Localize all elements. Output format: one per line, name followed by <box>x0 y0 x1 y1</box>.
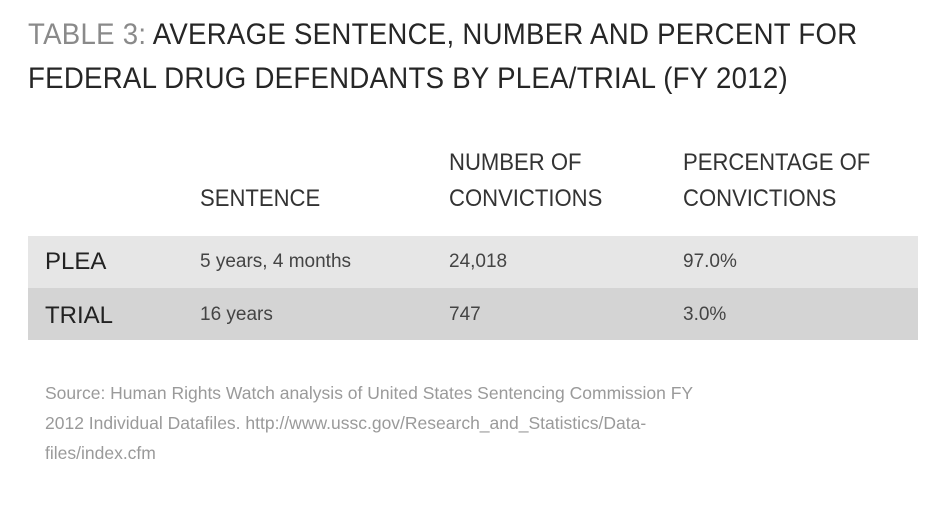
header-number-line-2: CONVICTIONS <box>449 185 603 212</box>
title-text: AVERAGE SENTENCE, NUMBER AND PERCENT FOR <box>152 18 858 51</box>
source-line-1: Source: Human Rights Watch analysis of U… <box>45 383 694 403</box>
plea-sentence: 5 years, 4 months <box>200 251 352 272</box>
table-row-plea <box>28 236 918 288</box>
table-number-label: TABLE 3: <box>28 18 147 51</box>
row-label-plea: PLEA <box>45 248 107 275</box>
header-sentence: SENTENCE <box>200 185 321 212</box>
plea-percent: 97.0% <box>683 251 737 272</box>
row-label-trial: TRIAL <box>45 302 114 329</box>
source-line-3: files/index.cfm <box>45 443 156 463</box>
header-number-line-1: NUMBER OF <box>449 149 582 176</box>
table-title-line-1: TABLE 3: AVERAGE SENTENCE, NUMBER AND PE… <box>28 18 857 52</box>
trial-number: 747 <box>449 304 481 325</box>
source-note: Source: Human Rights Watch analysis of U… <box>45 378 915 468</box>
table-title-line-2: FEDERAL DRUG DEFENDANTS BY PLEA/TRIAL (F… <box>28 62 788 95</box>
header-percent-line-1: PERCENTAGE OF <box>683 149 871 176</box>
table-row-trial <box>28 288 918 340</box>
trial-percent: 3.0% <box>683 304 727 325</box>
plea-number: 24,018 <box>449 251 508 272</box>
source-line-2: 2012 Individual Datafiles. http://www.us… <box>45 413 647 433</box>
trial-sentence: 16 years <box>200 304 273 325</box>
header-percent-line-2: CONVICTIONS <box>683 185 837 212</box>
